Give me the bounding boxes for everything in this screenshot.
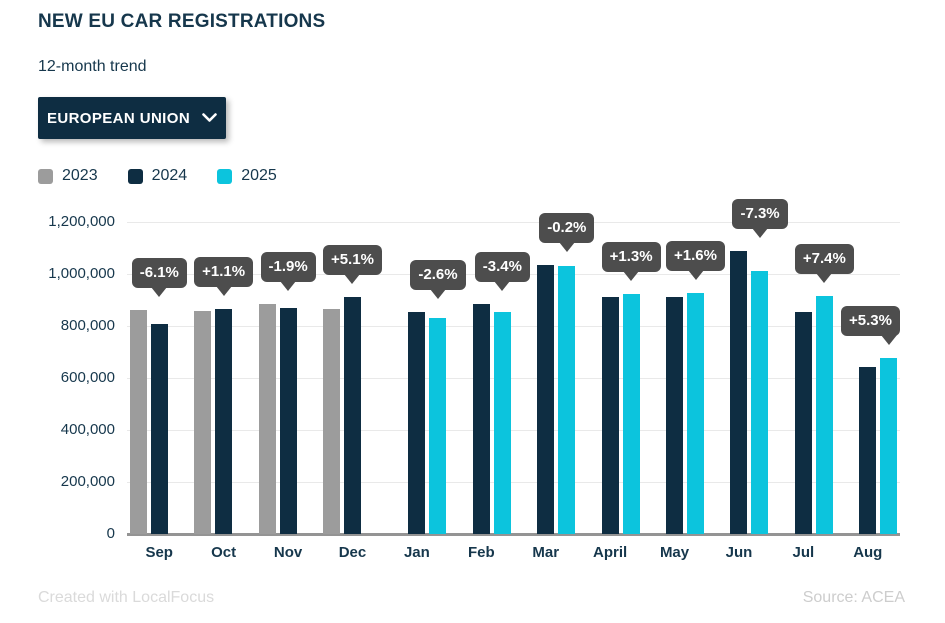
legend-item-2025[interactable]: 2025 — [217, 167, 277, 185]
x-axis-label-jul: Jul — [792, 544, 815, 561]
change-badge-jun: -7.3% — [732, 198, 788, 229]
x-axis-label-jan: Jan — [403, 544, 430, 561]
y-axis-label: 0 — [106, 525, 115, 542]
change-badge-tail-dec — [344, 274, 361, 285]
y-axis-label: 1,000,000 — [48, 265, 115, 282]
bar-2025-may[interactable] — [687, 293, 705, 534]
change-badge-tail-aug — [880, 334, 897, 345]
bar-2023-oct[interactable] — [194, 311, 212, 534]
bar-2025-jan[interactable] — [429, 317, 447, 534]
bar-2024-oct[interactable] — [215, 308, 233, 534]
y-axis-label: 200,000 — [60, 473, 115, 490]
legend-item-2023[interactable]: 2023 — [38, 167, 98, 185]
legend-item-2024[interactable]: 2024 — [127, 167, 188, 185]
y-axis-label: 400,000 — [60, 421, 115, 438]
change-badge-aug: +5.3% — [841, 305, 900, 336]
x-axis-line — [127, 533, 900, 536]
footer-credit: Created with LocalFocus — [38, 589, 215, 606]
bar-2025-jun[interactable] — [751, 271, 769, 534]
bar-2024-feb[interactable] — [472, 304, 490, 534]
change-badge-dec: +5.1% — [322, 245, 382, 276]
y-axis-label: 800,000 — [60, 317, 115, 334]
change-badge-april: +1.3% — [601, 241, 661, 272]
x-axis-label-may: May — [659, 544, 690, 561]
bar-2024-sep[interactable] — [150, 323, 168, 534]
bar-2025-mar[interactable] — [558, 265, 576, 534]
change-badge-jan: -2.6% — [410, 260, 466, 291]
x-axis-label-feb: Feb — [467, 544, 495, 561]
bar-2024-dec[interactable] — [343, 297, 361, 534]
bar-2024-nov[interactable] — [279, 308, 297, 534]
change-badge-tail-mar — [558, 242, 575, 253]
bar-2025-april[interactable] — [622, 293, 640, 534]
legend-swatch-2025 — [217, 168, 233, 184]
bar-2023-nov[interactable] — [258, 303, 276, 534]
legend-swatch-2023 — [38, 168, 53, 184]
x-axis-label-nov: Nov — [273, 544, 303, 561]
gridline — [127, 377, 900, 379]
bar-2025-jul[interactable] — [815, 296, 833, 534]
chart-subtitle: 12-month trend — [38, 58, 147, 75]
x-axis-label-jun: Jun — [725, 544, 753, 561]
x-axis-label-mar: Mar — [532, 544, 560, 561]
x-axis-label-dec: Dec — [338, 544, 367, 561]
bar-2024-may[interactable] — [666, 297, 684, 534]
region-dropdown-label: EUROPEAN UNION — [46, 109, 191, 127]
change-badge-tail-jun — [751, 227, 768, 238]
gridline — [127, 325, 900, 327]
y-axis-label: 1,200,000 — [48, 213, 115, 230]
region-dropdown[interactable]: EUROPEAN UNION — [38, 97, 226, 139]
footer-source: Source: ACEA — [802, 589, 905, 606]
bar-2024-april[interactable] — [601, 296, 619, 534]
x-axis-label-sep: Sep — [145, 544, 173, 561]
bar-2023-dec[interactable] — [322, 308, 340, 534]
change-badge-tail-feb — [494, 281, 511, 292]
bar-2025-feb[interactable] — [493, 311, 511, 534]
change-badge-tail-jul — [816, 273, 833, 284]
page-title: NEW EU CAR REGISTRATIONS — [38, 11, 326, 32]
change-badge-sep: -6.1% — [131, 258, 187, 289]
bar-2024-aug[interactable] — [859, 366, 877, 534]
legend-swatch-2024 — [127, 168, 143, 184]
change-badge-tail-sep — [151, 287, 168, 298]
change-badge-nov: -1.9% — [260, 251, 316, 282]
legend-label-2025: 2025 — [241, 167, 277, 184]
x-axis-label-oct: Oct — [211, 544, 237, 561]
chevron-down-icon — [202, 113, 217, 123]
change-badge-tail-jan — [429, 289, 446, 300]
change-badge-tail-oct — [215, 285, 232, 296]
gridline — [127, 481, 900, 483]
change-badge-tail-may — [687, 270, 704, 281]
legend-label-2024: 2024 — [151, 167, 188, 184]
change-badge-feb: -3.4% — [474, 252, 530, 283]
x-axis-label-april: April — [593, 544, 628, 561]
bar-2024-jun[interactable] — [730, 250, 748, 534]
change-badge-tail-nov — [280, 280, 297, 291]
gridline — [127, 221, 900, 223]
legend-label-2023: 2023 — [62, 167, 98, 184]
bar-2023-sep[interactable] — [129, 310, 147, 534]
change-badge-may: +1.6% — [666, 241, 725, 272]
y-axis-label: 600,000 — [60, 369, 115, 386]
change-badge-mar: -0.2% — [539, 213, 595, 244]
bar-2025-aug[interactable] — [880, 357, 898, 534]
x-axis-label-aug: Aug — [853, 544, 883, 561]
change-badge-tail-april — [623, 270, 640, 281]
gridline — [127, 429, 900, 431]
bar-2024-jul[interactable] — [794, 312, 812, 534]
bar-2024-jan[interactable] — [408, 312, 426, 534]
legend: 2023 2024 2025 — [38, 167, 277, 185]
change-badge-jul: +7.4% — [794, 244, 854, 275]
bar-2024-mar[interactable] — [537, 265, 555, 534]
change-badge-oct: +1.1% — [194, 256, 254, 287]
